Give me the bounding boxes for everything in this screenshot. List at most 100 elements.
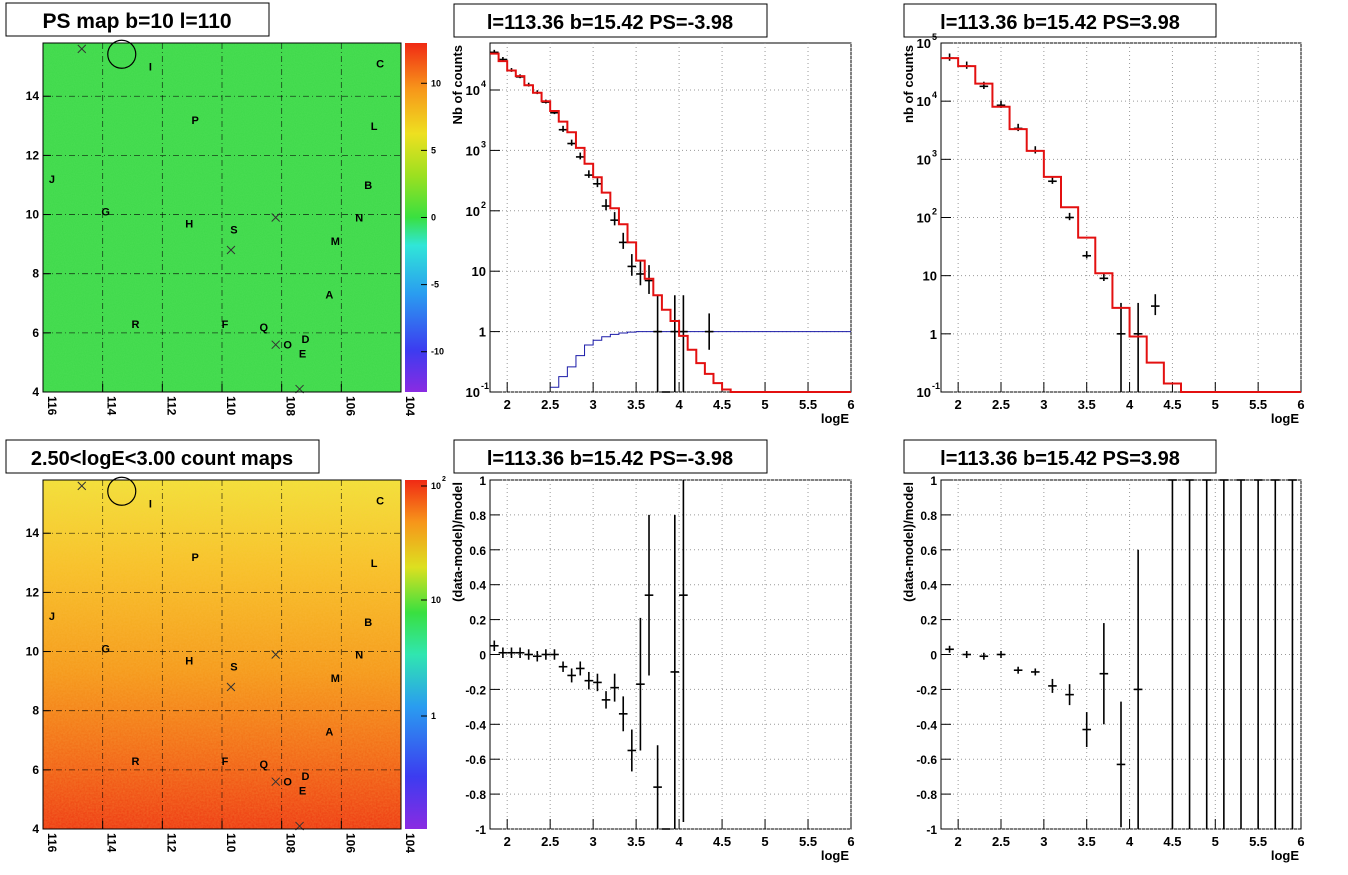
y-axis-label: nb of counts	[901, 45, 916, 123]
map-y-tick-label: 8	[32, 267, 39, 281]
source-label-M: M	[331, 673, 340, 685]
y-tick-label: -0.8	[916, 788, 937, 802]
source-label-P: P	[191, 115, 198, 127]
source-cross-marker	[77, 44, 87, 54]
colorbar-tick-label: 5	[431, 145, 436, 155]
map-y-tick-label: 10	[26, 208, 40, 222]
source-label-R: R	[132, 756, 140, 768]
count-map-title-box	[5, 439, 320, 474]
x-tick-label: 2	[504, 397, 511, 412]
source-label-A: A	[325, 289, 333, 301]
source-label-Q: Q	[259, 322, 268, 334]
x-tick-label: 4	[675, 834, 683, 849]
count-map-x-ticks: 116 114 112 110 108 106 104	[42, 821, 417, 853]
colorbar-tick-label: -10	[431, 347, 444, 357]
x-tick-label: 4.5	[713, 834, 731, 849]
colorbar-tick-label: 10	[431, 481, 441, 491]
x-tick-label: 2.5	[992, 834, 1010, 849]
source-label-G: G	[101, 644, 110, 656]
x-axis-label: logE	[821, 848, 849, 863]
y-tick-label: -0.4	[916, 718, 937, 732]
y-tick-exponent: -1	[481, 381, 489, 391]
y-tick-exponent: 2	[932, 207, 937, 217]
x-tick-label: 3	[590, 834, 597, 849]
x-tick-label: 6	[847, 397, 854, 412]
y-tick-label: 0.2	[469, 614, 486, 628]
y-tick-label: 0.6	[469, 544, 486, 558]
ps-map-title: PS map b=10 l=110	[42, 10, 231, 33]
y-tick-label: 10	[466, 385, 480, 400]
source-label-N: N	[355, 213, 363, 225]
y-tick-label: -1	[926, 823, 937, 837]
x-tick-label: 4	[675, 397, 683, 412]
ps-map-sources: C I P L J B G N H S M A R F Q DOE	[49, 39, 384, 394]
map-y-tick-label: 4	[32, 385, 39, 399]
map-x-tick-label: 108	[284, 833, 298, 853]
x-tick-label: 2.5	[992, 397, 1010, 412]
map-x-tick-label: 114	[105, 396, 119, 416]
x-tick-label: 3.5	[627, 834, 645, 849]
map-x-tick-label: 114	[105, 833, 119, 853]
spectrum-ps-positive-panel: l=113.36 b=15.42 PS=3.98 2 2.5 3 3.5 4 4.5 5 5.…	[901, 3, 1305, 426]
y-tick-label: 10	[917, 152, 931, 167]
y-tick-exponent: 3	[932, 148, 937, 158]
x-tick-label: 5	[761, 397, 768, 412]
y-tick-label: 10	[917, 36, 931, 51]
y-tick-label: 10	[917, 211, 931, 226]
source-cross-marker	[226, 682, 236, 692]
source-label-I: I	[149, 62, 152, 74]
map-x-tick-label: 112	[164, 396, 178, 416]
y-tick-label: -0.8	[465, 788, 486, 802]
map-y-tick-label: 6	[32, 326, 39, 340]
x-tick-label: 6	[1297, 834, 1304, 849]
source-label-C: C	[376, 59, 384, 71]
source-label-R: R	[132, 319, 140, 331]
count-map-colorbar	[405, 480, 427, 829]
model-step-line	[490, 52, 851, 393]
y-tick-label: -0.2	[465, 683, 486, 697]
y-tick-label: -0.6	[465, 753, 486, 767]
map-x-tick-label: 108	[284, 396, 298, 416]
x-tick-label: 3	[1040, 834, 1047, 849]
residual-ps-positive-panel: l=113.36 b=15.42 PS=3.98 2 2.5 3 3.5 4 4.5 5 5.…	[901, 439, 1305, 863]
map-x-tick-label: 104	[403, 396, 417, 416]
map-y-tick-label: 4	[32, 822, 39, 836]
map-y-tick-label: 14	[26, 526, 40, 540]
x-tick-label: 5.5	[1249, 397, 1267, 412]
ps-map-x-ticks: 116 114 112 110 108 106 104	[42, 384, 417, 416]
y-tick-label: -0.4	[465, 718, 486, 732]
residual-ps-negative-title: l=113.36 b=15.42 PS=-3.98	[487, 448, 733, 470]
y-tick-exponent: 4	[481, 79, 486, 89]
selected-source-circle	[107, 476, 137, 506]
ps-map-y-ticks: 4 6 8 10 12 14	[26, 89, 51, 399]
source-label-F: F	[222, 319, 229, 331]
spectrum-ps-positive-title: l=113.36 b=15.42 PS=3.98	[940, 12, 1180, 34]
source-label-O: O	[283, 340, 292, 352]
y-axis-label: (data-model)/model	[901, 482, 916, 602]
model-step-line	[941, 57, 1301, 393]
y-tick-exponent: 4	[932, 90, 937, 100]
colorbar-tick-exponent: 2	[442, 476, 446, 483]
source-label-Q: Q	[259, 759, 268, 771]
x-tick-label: 4.5	[713, 397, 731, 412]
source-label-H: H	[185, 218, 193, 230]
y-tick-label: 10	[917, 94, 931, 109]
source-cross-marker	[77, 481, 87, 491]
colorbar-tick-label: 10	[431, 78, 441, 88]
map-y-tick-label: 14	[26, 89, 40, 103]
y-tick-label: -0.6	[916, 753, 937, 767]
ps-map-title-box	[5, 2, 270, 37]
source-label-I: I	[149, 499, 152, 511]
y-axis-label: (data-model)/model	[450, 482, 465, 602]
map-y-tick-label: 12	[26, 148, 40, 162]
map-x-tick-label: 110	[224, 396, 238, 416]
count-map-sources: C I P L J B G N H S M A R F Q DOE	[49, 476, 384, 831]
ps-map-grid	[43, 43, 401, 392]
x-tick-label: 4.5	[1163, 834, 1181, 849]
source-label-D: D	[302, 334, 310, 346]
map-y-tick-label: 8	[32, 704, 39, 718]
y-tick-label: 0.6	[920, 544, 937, 558]
source-cross-marker	[226, 245, 236, 255]
